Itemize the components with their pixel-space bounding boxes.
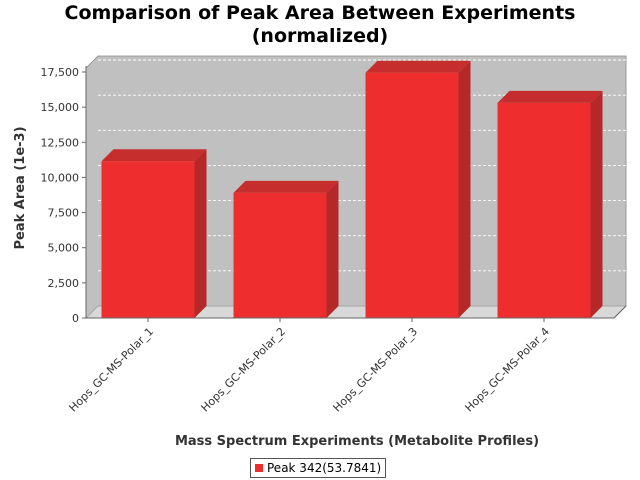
y-tick-label: 15,000 [41,101,80,114]
x-tick-label: Hops_GC-MS-Polar_1 [67,325,157,415]
y-axis-label: Peak Area (1e-3) [13,126,28,249]
bar [365,72,459,319]
bar-top [233,180,339,193]
bar-side [458,60,471,319]
bar-top [497,90,603,103]
chart-title-line-1: Comparison of Peak Area Between Experime… [64,2,576,24]
bar-top [101,149,207,162]
y-tick-label: 12,500 [41,136,80,149]
bar-top [365,60,471,73]
bar [497,102,591,318]
y-tick-label: 17,500 [41,66,80,79]
chart-title: Comparison of Peak Area Between Experime… [0,2,640,48]
bar-side [194,149,207,318]
x-axis-depth-line [613,305,627,319]
bar [101,161,195,318]
y-tick-label: 2,500 [48,277,80,290]
x-axis-label: Mass Spectrum Experiments (Metabolite Pr… [175,434,539,449]
bar-side [590,90,603,318]
chart-legend: Peak 342(53.7841) [250,458,387,478]
x-tick-label: Hops_GC-MS-Polar_3 [331,325,421,415]
x-tick-label: Hops_GC-MS-Polar_4 [463,325,553,415]
y-tick-label: 10,000 [41,171,80,184]
y-tick-label: 0 [72,312,79,325]
y-tick-label: 7,500 [48,207,80,220]
legend-label: Peak 342(53.7841) [267,461,382,475]
bar [233,192,327,318]
x-tick-label: Hops_GC-MS-Polar_2 [199,325,289,415]
bar-side [326,180,339,318]
y-tick-label: 5,000 [48,242,80,255]
chart-title-line-2: (normalized) [251,25,389,47]
legend-swatch [255,464,263,472]
